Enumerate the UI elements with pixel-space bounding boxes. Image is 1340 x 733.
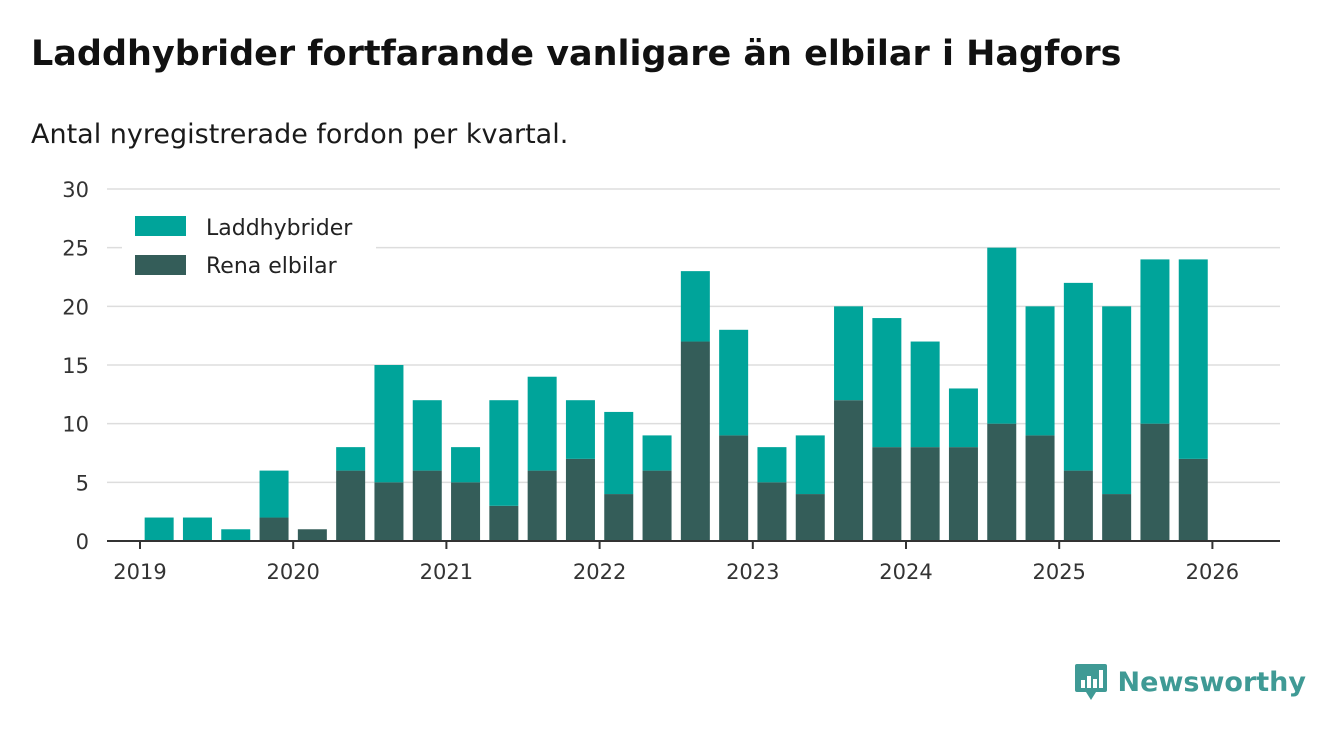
chart-title: Laddhybrider fortfarande vanligare än el… bbox=[31, 34, 1122, 74]
bar-rena-elbilar bbox=[757, 482, 787, 541]
x-tick-label: 2019 bbox=[113, 560, 166, 584]
bar-laddhybrider bbox=[144, 517, 174, 541]
bar-laddhybrider bbox=[1102, 306, 1132, 495]
bar-rena-elbilar bbox=[719, 435, 749, 541]
y-tick-label: 25 bbox=[62, 237, 89, 261]
chart-subtitle: Antal nyregistrerade fordon per kvartal. bbox=[31, 119, 569, 150]
legend: Laddhybrider Rena elbilar bbox=[122, 203, 376, 285]
bar-laddhybrider bbox=[834, 306, 864, 401]
bar-rena-elbilar bbox=[336, 470, 366, 541]
bar-rena-elbilar bbox=[1140, 423, 1170, 541]
y-tick-label: 30 bbox=[62, 178, 89, 202]
newsworthy-logo-icon bbox=[1074, 664, 1107, 700]
bar-rena-elbilar bbox=[527, 470, 557, 541]
legend-label-laddhybrider: Laddhybrider bbox=[206, 216, 353, 241]
legend-swatch-rena-elbilar bbox=[135, 255, 186, 275]
bar-rena-elbilar bbox=[680, 341, 710, 541]
bar-rena-elbilar bbox=[1063, 470, 1093, 541]
bar-laddhybrider bbox=[182, 517, 212, 541]
y-tick-label: 5 bbox=[76, 471, 89, 495]
x-tick-label: 2025 bbox=[1032, 560, 1085, 584]
y-tick-label: 20 bbox=[62, 295, 89, 319]
newsworthy-logo: Newsworthy bbox=[1074, 662, 1306, 702]
bar-rena-elbilar bbox=[1025, 435, 1055, 541]
bar-rena-elbilar bbox=[412, 470, 442, 541]
bar-rena-elbilar bbox=[451, 482, 481, 541]
bar-rena-elbilar bbox=[987, 423, 1017, 541]
x-axis: 2019 2020 2021 2022 2023 2024 2025 2026 bbox=[107, 540, 1280, 584]
bar-rena-elbilar bbox=[259, 517, 289, 541]
bars bbox=[144, 247, 1208, 541]
bar-rena-elbilar bbox=[565, 458, 595, 541]
bar-laddhybrider bbox=[489, 400, 519, 506]
bar-rena-elbilar bbox=[604, 494, 634, 541]
bar-laddhybrider bbox=[680, 271, 710, 342]
bar-rena-elbilar bbox=[1102, 494, 1132, 541]
bar-laddhybrider bbox=[795, 435, 825, 495]
y-tick-label: 15 bbox=[62, 354, 89, 378]
bar-laddhybrider bbox=[719, 329, 749, 436]
bar-laddhybrider bbox=[527, 376, 557, 471]
bar-laddhybrider bbox=[565, 400, 595, 459]
bar-laddhybrider bbox=[336, 447, 366, 471]
bar-laddhybrider bbox=[1140, 259, 1170, 424]
bar-laddhybrider bbox=[1178, 259, 1208, 459]
bar-laddhybrider bbox=[1063, 282, 1093, 471]
x-tick-label: 2026 bbox=[1186, 560, 1239, 584]
x-tick-label: 2024 bbox=[879, 560, 932, 584]
bar-laddhybrider bbox=[757, 447, 787, 483]
legend-label-rena-elbilar: Rena elbilar bbox=[206, 254, 338, 279]
bar-laddhybrider bbox=[374, 365, 404, 483]
y-tick-label: 10 bbox=[62, 413, 89, 437]
y-tick-label: 0 bbox=[76, 530, 89, 554]
bar-laddhybrider bbox=[987, 247, 1017, 424]
bar-laddhybrider bbox=[872, 318, 902, 448]
bar-laddhybrider bbox=[451, 447, 481, 483]
x-tick-label: 2022 bbox=[573, 560, 626, 584]
bar-laddhybrider bbox=[910, 341, 940, 448]
x-tick-label: 2021 bbox=[420, 560, 473, 584]
bar-laddhybrider bbox=[412, 400, 442, 471]
bar-rena-elbilar bbox=[834, 400, 864, 541]
y-axis-ticks: 0 5 10 15 20 25 30 bbox=[62, 178, 89, 554]
x-tick-label: 2023 bbox=[726, 560, 779, 584]
bar-laddhybrider bbox=[948, 388, 978, 448]
bar-rena-elbilar bbox=[297, 529, 327, 541]
bar-rena-elbilar bbox=[795, 494, 825, 541]
bar-rena-elbilar bbox=[1178, 458, 1208, 541]
x-tick-label: 2020 bbox=[266, 560, 319, 584]
bar-laddhybrider bbox=[1025, 306, 1055, 436]
bar-rena-elbilar bbox=[489, 505, 519, 541]
bar-rena-elbilar bbox=[374, 482, 404, 541]
bar-laddhybrider bbox=[221, 529, 251, 541]
bar-laddhybrider bbox=[604, 411, 634, 495]
bar-rena-elbilar bbox=[910, 447, 940, 541]
bar-rena-elbilar bbox=[642, 470, 672, 541]
bar-rena-elbilar bbox=[948, 447, 978, 541]
legend-swatch-laddhybrider bbox=[135, 216, 186, 236]
bar-rena-elbilar bbox=[872, 447, 902, 541]
newsworthy-logo-text: Newsworthy bbox=[1117, 666, 1306, 698]
bar-laddhybrider bbox=[259, 470, 289, 518]
bar-laddhybrider bbox=[642, 435, 672, 471]
